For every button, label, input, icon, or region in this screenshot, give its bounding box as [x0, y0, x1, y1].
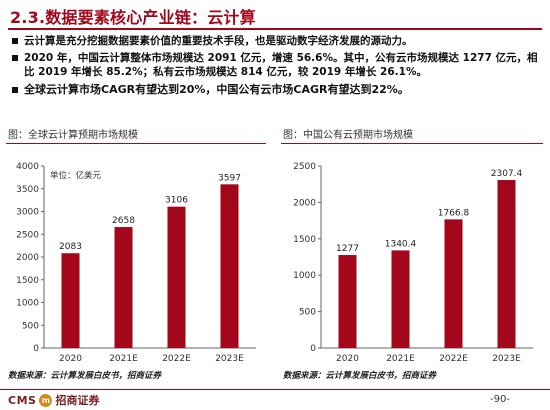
chart-china-public-cloud: 0 500 1000 1500 2000 2500 1277 2020 1340.4 2021E 1…: [293, 162, 533, 364]
bullet-list: 云计算是充分挖掘数据要素价值的重要技术手段，也是驱动数字经济发展的源动力。 20…: [12, 34, 540, 100]
y-tick-label: 0: [33, 344, 39, 354]
unit-label: 单位：亿美元: [50, 170, 102, 181]
bar: [391, 250, 410, 348]
chart-global-cloud: 0 500 1000 1500 2000 2500 3000 3500 4000 单位：亿美元 20…: [16, 162, 256, 364]
x-tick-label: 2023E: [492, 354, 521, 364]
chart-source: 数据来源：云计算发展白皮书，招商证券: [8, 371, 162, 381]
y-tick-label: 500: [22, 321, 39, 331]
y-tick-label: 4000: [16, 162, 39, 172]
company-name: 招商证券: [55, 394, 100, 407]
y-tick-label: 2500: [293, 162, 316, 172]
chart-source: 数据来源：云计算发展白皮书，招商证券: [283, 371, 437, 381]
chart-title: 图：中国公有云预期市场规模: [281, 128, 543, 144]
bar-value-label: 2083: [59, 242, 82, 252]
bar: [114, 227, 133, 348]
bar: [167, 206, 186, 348]
page-number: -90-: [490, 394, 510, 405]
y-tick-label: 3500: [16, 185, 39, 195]
x-tick-label: 2020: [336, 354, 359, 364]
bullet-item: 2020 年，中国云计算整体市场规模达 2091 亿元，增速 56.6%。其中，…: [12, 51, 540, 79]
x-tick-label: 2022E: [162, 354, 191, 364]
bullet-item: 云计算是充分挖掘数据要素价值的重要技术手段，也是驱动数字经济发展的源动力。: [12, 34, 540, 48]
y-tick-label: 500: [299, 308, 316, 318]
y-tick-label: 1000: [16, 299, 39, 309]
logo-mark-icon: m: [39, 393, 53, 407]
y-tick-label: 2500: [16, 230, 39, 240]
x-tick-label: 2021E: [109, 354, 138, 364]
y-tick-label: 2000: [293, 198, 316, 208]
title-divider: [8, 28, 542, 30]
bar: [61, 253, 80, 348]
footer-divider: [0, 389, 550, 390]
logo-text: CMS: [8, 393, 37, 407]
page-title: 2.3.数据要素核心产业链：云计算: [10, 8, 256, 27]
chart-panel-china: 图：中国公有云预期市场规模 0 500 1000 1500 2000 2500 1277 20…: [281, 128, 543, 364]
bullet-item: 全球云计算市场CAGR有望达到20%，中国公有云市场CAGR有望达到22%。: [12, 83, 540, 97]
y-tick-label: 1000: [293, 271, 316, 281]
bar-value-label: 1766.8: [438, 208, 470, 218]
y-tick-label: 1500: [16, 276, 39, 286]
bar-value-label: 3597: [218, 173, 241, 183]
bar-value-label: 2658: [112, 216, 135, 226]
x-tick-label: 2021E: [386, 354, 415, 364]
x-tick-label: 2023E: [215, 354, 244, 364]
bar: [338, 255, 357, 348]
bar: [220, 184, 239, 348]
x-tick-label: 2022E: [439, 354, 468, 364]
bar: [444, 219, 463, 348]
y-tick-label: 0: [310, 344, 316, 354]
y-tick-label: 1500: [293, 235, 316, 245]
y-tick-label: 2000: [16, 253, 39, 263]
chart-panel-global: 图：全球云计算预期市场规模 0 500 1000 1500 2000 2500 3000 35…: [6, 128, 266, 364]
bar-value-label: 1340.4: [385, 239, 417, 249]
bar: [497, 180, 516, 348]
company-logo: CMS m 招商证券: [8, 392, 99, 408]
bar-value-label: 2307.4: [491, 169, 523, 179]
x-tick-label: 2020: [59, 354, 82, 364]
bar-value-label: 1277: [336, 244, 359, 254]
y-tick-label: 3000: [16, 208, 39, 218]
chart-title: 图：全球云计算预期市场规模: [6, 128, 266, 144]
bar-value-label: 3106: [165, 196, 188, 206]
